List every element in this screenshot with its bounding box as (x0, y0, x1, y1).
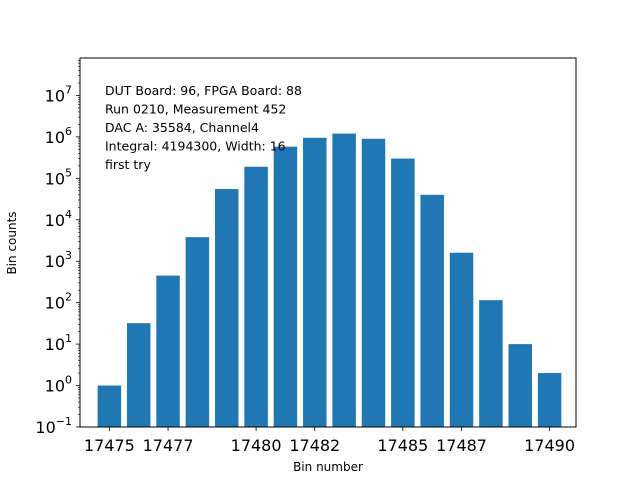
x-tick-label: 17482 (289, 436, 340, 455)
annotation-line: first try (105, 157, 151, 172)
y-axis-label: Bin counts (5, 211, 19, 274)
bar (391, 158, 415, 428)
x-tick-label: 17490 (524, 436, 575, 455)
bar (303, 137, 327, 428)
bar (215, 189, 239, 427)
y-tick-label: 102 (45, 291, 72, 313)
annotation-line: DAC A: 35584, Channel4 (105, 120, 259, 135)
y-tick-label: 106 (45, 125, 72, 147)
x-axis-label: Bin number (293, 460, 363, 474)
y-tick-label: 105 (45, 166, 72, 188)
bar (479, 300, 503, 427)
plot-frame (79, 57, 577, 428)
annotation-line: Run 0210, Measurement 452 (105, 102, 286, 117)
annotation-line: Integral: 4194300, Width: 16 (105, 139, 286, 154)
bars-group (97, 133, 562, 428)
y-tick-label: 10−1 (35, 415, 72, 437)
bar (156, 275, 180, 427)
y-tick-label: 104 (45, 208, 72, 230)
bar (508, 344, 532, 427)
y-tick-label: 107 (45, 83, 72, 105)
bar (332, 133, 356, 427)
y-tick-label: 100 (45, 374, 72, 396)
x-axis-ticks: 17475 17477 17480 17482 17485 17487 17490 (84, 427, 575, 455)
bar (449, 252, 474, 427)
x-tick-label: 17477 (143, 436, 194, 455)
bar (244, 166, 268, 427)
x-tick-label: 17485 (377, 436, 428, 455)
y-axis-ticks: 10−1 100 101 102 103 104 105 106 107 (35, 60, 80, 437)
y-tick-label: 103 (45, 249, 72, 271)
bar (273, 146, 298, 427)
x-tick-label: 17487 (436, 436, 487, 455)
x-tick-label: 17475 (84, 436, 135, 455)
y-tick-label: 101 (45, 332, 72, 354)
annotation-line: DUT Board: 96, FPGA Board: 88 (105, 83, 302, 98)
bar (537, 373, 562, 427)
bar (420, 194, 444, 427)
bar (361, 138, 386, 427)
bar (126, 323, 151, 427)
bar (185, 237, 210, 427)
x-tick-label: 17480 (231, 436, 282, 455)
bar (97, 385, 122, 427)
annotation-box: DUT Board: 96, FPGA Board: 88 Run 0210, M… (105, 83, 302, 172)
